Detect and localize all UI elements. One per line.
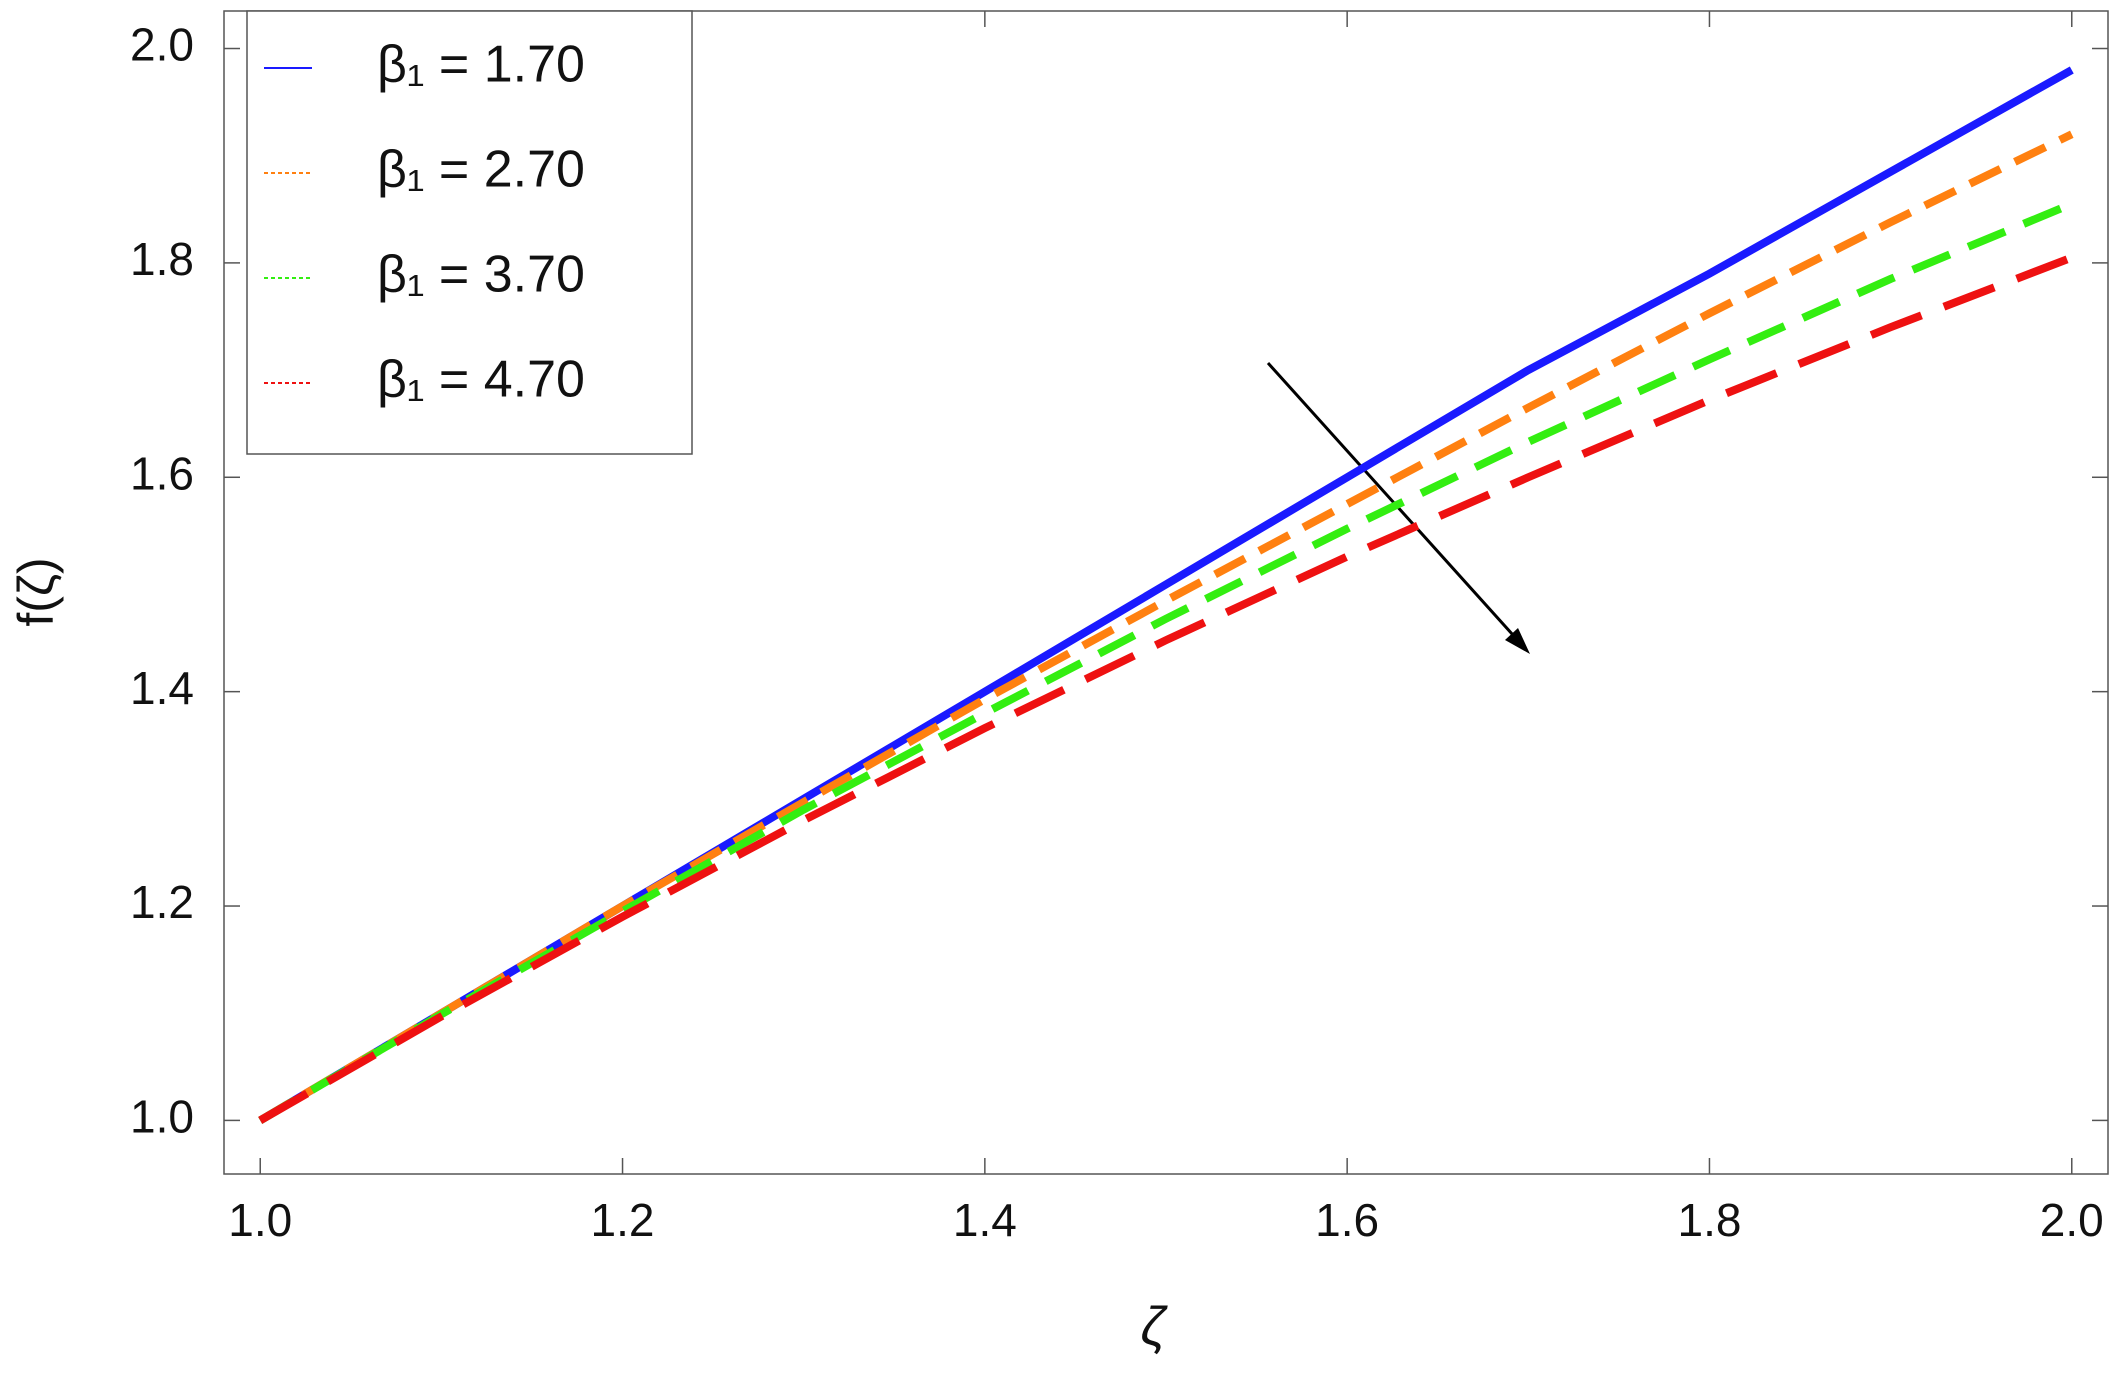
x-tick-label: 1.2: [591, 1194, 655, 1246]
x-tick-label: 2.0: [2040, 1194, 2104, 1246]
x-tick-label: 1.6: [1315, 1194, 1379, 1246]
x-tick-label: 1.0: [228, 1194, 292, 1246]
y-tick-label: 1.6: [130, 447, 194, 499]
series-line: [258, 130, 2074, 1124]
y-tick-label: 2.0: [130, 19, 194, 71]
y-axis-label: f(ζ): [8, 557, 64, 626]
plot-frame: [223, 10, 2109, 1175]
legend: β₁ = 1.70 β₁ = 2.70 β₁ = 3.70 β₁ = 4.70: [246, 10, 693, 455]
legend-label: β₁ = 4.70: [377, 351, 585, 409]
series-line: [258, 253, 2074, 1124]
legend-label: β₁ = 1.70: [377, 36, 585, 94]
legend-label: β₁ = 3.70: [377, 246, 585, 304]
legend-label: β₁ = 2.70: [377, 141, 585, 199]
x-axis-label: ζ: [1140, 1296, 1168, 1356]
y-tick-label: 1.0: [130, 1091, 194, 1143]
series-line: [258, 200, 2074, 1124]
legend-box: [246, 10, 693, 455]
y-tick-label: 1.4: [130, 662, 194, 714]
y-tick-label: 1.2: [130, 876, 194, 928]
x-tick-label: 1.8: [1677, 1194, 1741, 1246]
x-tick-label: 1.4: [953, 1194, 1017, 1246]
y-tick-label: 1.8: [130, 233, 194, 285]
annotation-arrow: [1266, 361, 1530, 654]
